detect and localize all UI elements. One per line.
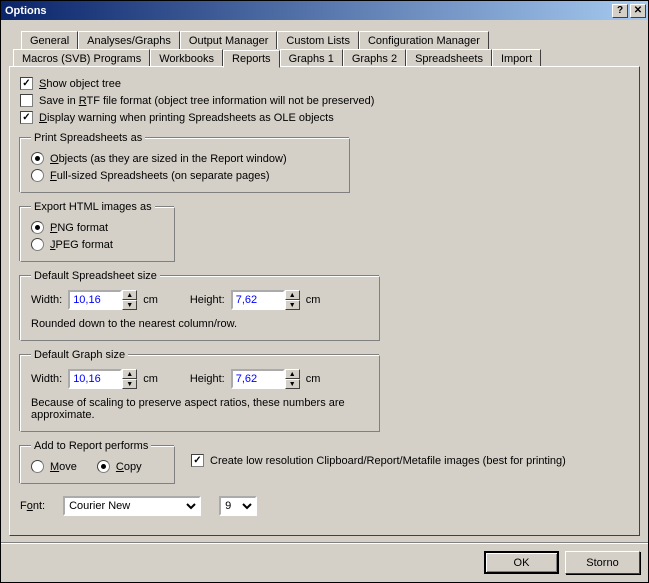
- display-warning-label: Display warning when printing Spreadshee…: [39, 112, 334, 124]
- default-graph-size-group: Default Graph size Width: ▲▼ cm Height: …: [20, 349, 380, 432]
- dialog-content: General Analyses/Graphs Output Manager C…: [1, 20, 648, 542]
- print-full-label: Full-sized Spreadsheets (on separate pag…: [50, 170, 270, 182]
- default-spreadsheet-legend: Default Spreadsheet size: [31, 270, 160, 282]
- graph-width-spinner[interactable]: ▲▼: [68, 369, 137, 389]
- sheet-height-unit: cm: [306, 294, 321, 306]
- add-to-report-group: Add to Report performs Move Copy: [20, 440, 175, 484]
- graph-height-unit: cm: [306, 373, 321, 385]
- radio-dot-icon: [101, 464, 106, 469]
- print-objects-radio[interactable]: [31, 152, 44, 165]
- lowres-checkbox[interactable]: ✓: [191, 454, 204, 467]
- radio-dot-icon: [35, 156, 40, 161]
- spin-down-icon[interactable]: ▼: [285, 379, 300, 389]
- jpeg-radio[interactable]: [31, 238, 44, 251]
- tab-import[interactable]: Import: [492, 49, 541, 67]
- jpeg-label: JPEG format: [50, 239, 113, 251]
- tab-custom-lists[interactable]: Custom Lists: [277, 31, 359, 49]
- check-icon: ✓: [193, 456, 201, 466]
- titlebar: Options ? ✕: [1, 1, 648, 20]
- copy-radio[interactable]: [97, 460, 110, 473]
- graph-note: Because of scaling to preserve aspect ra…: [31, 397, 361, 421]
- tabs-row-1: General Analyses/Graphs Output Manager C…: [21, 30, 640, 48]
- png-radio[interactable]: [31, 221, 44, 234]
- check-icon: ✓: [22, 113, 30, 123]
- window-title: Options: [3, 5, 610, 17]
- dialog-footer: OK Storno: [1, 542, 648, 582]
- tab-reports[interactable]: Reports: [223, 50, 280, 68]
- save-rtf-checkbox[interactable]: [20, 94, 33, 107]
- tab-macros[interactable]: Macros (SVB) Programs: [13, 49, 150, 67]
- graph-height-spinner[interactable]: ▲▼: [231, 369, 300, 389]
- graph-width-unit: cm: [143, 373, 158, 385]
- close-button[interactable]: ✕: [630, 4, 646, 18]
- spin-up-icon[interactable]: ▲: [122, 369, 137, 379]
- png-label: PNG format: [50, 222, 108, 234]
- options-dialog: Options ? ✕ General Analyses/Graphs Outp…: [0, 0, 649, 583]
- tabs-row-2: Macros (SVB) Programs Workbooks Reports …: [13, 48, 640, 66]
- tab-graphs2[interactable]: Graphs 2: [343, 49, 406, 67]
- sheet-height-spinner[interactable]: ▲▼: [231, 290, 300, 310]
- sheet-height-input[interactable]: [231, 290, 285, 310]
- display-warning-checkbox[interactable]: ✓: [20, 111, 33, 124]
- spin-up-icon[interactable]: ▲: [285, 369, 300, 379]
- ok-button[interactable]: OK: [484, 551, 559, 574]
- cancel-button[interactable]: Storno: [565, 551, 640, 574]
- lowres-label: Create low resolution Clipboard/Report/M…: [210, 455, 566, 467]
- sheet-width-spinner[interactable]: ▲▼: [68, 290, 137, 310]
- default-graph-legend: Default Graph size: [31, 349, 128, 361]
- export-html-group: Export HTML images as PNG format JPEG fo…: [20, 201, 175, 262]
- tab-workbooks[interactable]: Workbooks: [150, 49, 223, 67]
- add-to-report-legend: Add to Report performs: [31, 440, 151, 452]
- show-object-tree-checkbox[interactable]: ✓: [20, 77, 33, 90]
- spin-down-icon[interactable]: ▼: [122, 379, 137, 389]
- tab-spreadsheets[interactable]: Spreadsheets: [406, 49, 492, 67]
- graph-width-input[interactable]: [68, 369, 122, 389]
- sheet-width-unit: cm: [143, 294, 158, 306]
- tab-general[interactable]: General: [21, 31, 78, 49]
- move-label: Move: [50, 461, 77, 473]
- print-spreadsheets-group: Print Spreadsheets as Objects (as they a…: [20, 132, 350, 193]
- font-label: Font:: [20, 500, 45, 512]
- graph-height-label: Height:: [190, 373, 225, 385]
- font-name-select[interactable]: Courier New: [63, 496, 201, 516]
- font-size-select[interactable]: 9: [219, 496, 257, 516]
- check-icon: ✓: [22, 79, 30, 89]
- tab-analyses-graphs[interactable]: Analyses/Graphs: [78, 31, 180, 49]
- spin-up-icon[interactable]: ▲: [122, 290, 137, 300]
- move-radio[interactable]: [31, 460, 44, 473]
- radio-dot-icon: [35, 225, 40, 230]
- sheet-width-input[interactable]: [68, 290, 122, 310]
- spin-up-icon[interactable]: ▲: [285, 290, 300, 300]
- tab-output-manager[interactable]: Output Manager: [180, 31, 278, 49]
- sheet-height-label: Height:: [190, 294, 225, 306]
- export-html-legend: Export HTML images as: [31, 201, 155, 213]
- print-objects-label: Objects (as they are sized in the Report…: [50, 153, 287, 165]
- default-spreadsheet-size-group: Default Spreadsheet size Width: ▲▼ cm He…: [20, 270, 380, 341]
- print-spreadsheets-legend: Print Spreadsheets as: [31, 132, 145, 144]
- graph-width-label: Width:: [31, 373, 62, 385]
- spin-down-icon[interactable]: ▼: [122, 300, 137, 310]
- tab-config-manager[interactable]: Configuration Manager: [359, 31, 489, 49]
- graph-height-input[interactable]: [231, 369, 285, 389]
- spin-down-icon[interactable]: ▼: [285, 300, 300, 310]
- show-object-tree-label: Show object tree: [39, 78, 121, 90]
- sheet-width-label: Width:: [31, 294, 62, 306]
- tab-graphs1[interactable]: Graphs 1: [280, 49, 343, 67]
- tab-panel-reports: ✓ Show object tree Save in RTF file form…: [9, 66, 640, 536]
- help-button[interactable]: ?: [612, 4, 628, 18]
- copy-label: Copy: [116, 461, 142, 473]
- print-full-radio[interactable]: [31, 169, 44, 182]
- save-rtf-label: Save in RTF file format (object tree inf…: [39, 95, 374, 107]
- sheet-note: Rounded down to the nearest column/row.: [31, 318, 369, 330]
